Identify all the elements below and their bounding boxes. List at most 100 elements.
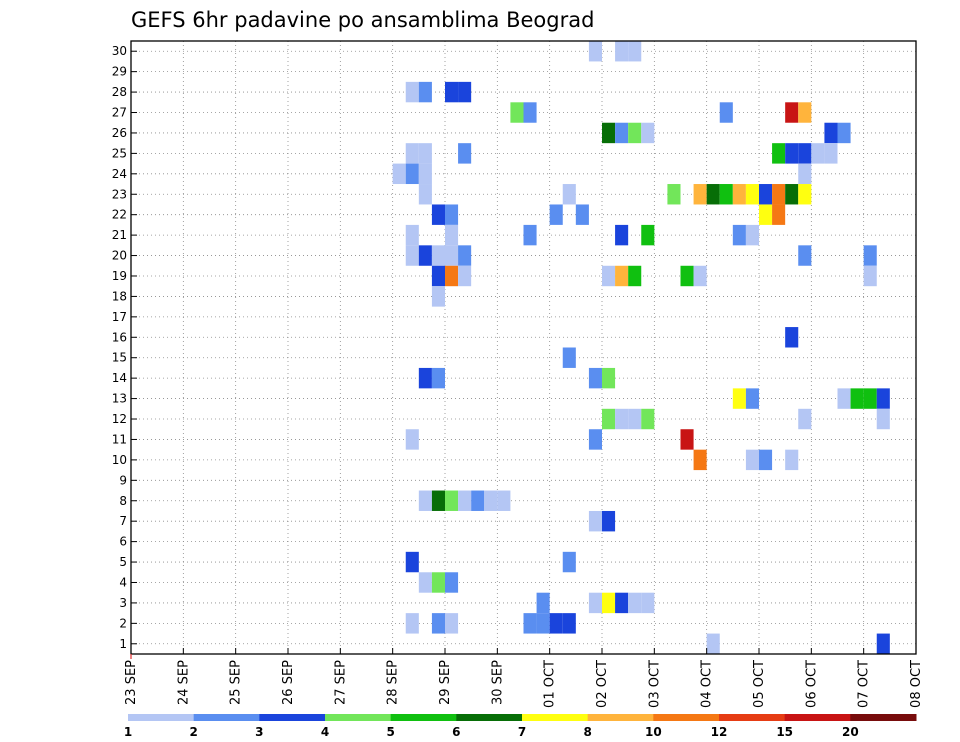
y-tick-label: 27 — [112, 106, 127, 120]
data-cell — [588, 592, 602, 614]
y-tick-label: 13 — [112, 392, 127, 406]
x-tick-label: 29 SEP — [438, 660, 453, 705]
y-tick-label: 1 — [119, 637, 127, 651]
x-tick-label: 03 OCT — [647, 660, 662, 708]
colorbar-label: 5 — [386, 725, 394, 739]
data-cell — [471, 490, 485, 511]
data-cell — [431, 265, 445, 287]
data-cell — [445, 204, 459, 225]
data-cell — [445, 572, 459, 593]
data-cell — [418, 245, 432, 266]
y-tick-label: 9 — [119, 473, 127, 487]
data-cell — [523, 102, 537, 123]
data-cell — [523, 613, 537, 634]
data-cell — [497, 490, 511, 511]
data-cell — [562, 613, 576, 634]
data-cell — [431, 204, 445, 225]
data-cell — [458, 81, 472, 103]
data-cell — [785, 327, 799, 348]
y-tick-label: 12 — [112, 412, 127, 426]
data-cell — [418, 572, 432, 593]
data-cell — [615, 265, 629, 287]
y-tick-label: 11 — [112, 432, 127, 446]
data-cell — [562, 184, 576, 205]
data-cell — [641, 592, 655, 614]
data-cell — [850, 388, 864, 409]
y-tick-label: 16 — [112, 330, 127, 344]
colorbar-label: 2 — [189, 725, 197, 739]
colorbar-swatch — [456, 714, 523, 721]
y-tick-label: 26 — [112, 126, 127, 140]
data-cell — [837, 122, 851, 144]
data-cell — [628, 265, 642, 287]
data-cell — [811, 143, 825, 164]
data-cell — [405, 163, 419, 185]
data-cell — [431, 286, 445, 307]
y-tick-label: 10 — [112, 453, 127, 467]
colorbar-label: 12 — [711, 725, 728, 739]
data-cell — [615, 224, 629, 246]
colorbar-label: 10 — [645, 725, 662, 739]
colorbar-label: 15 — [776, 725, 793, 739]
data-cell — [445, 224, 459, 246]
data-cell — [418, 184, 432, 205]
data-cell — [824, 143, 838, 164]
data-cell — [615, 41, 629, 62]
data-cell — [785, 184, 799, 205]
data-cell — [445, 490, 459, 511]
data-cell — [458, 143, 472, 164]
colorbar-swatch — [522, 714, 589, 721]
data-cell — [602, 122, 616, 144]
data-cell — [431, 490, 445, 511]
data-cell — [759, 449, 773, 471]
data-cell — [785, 143, 799, 164]
y-tick-label: 18 — [112, 289, 127, 303]
data-cell — [575, 204, 589, 225]
data-cell — [706, 184, 720, 205]
data-cell — [431, 613, 445, 634]
x-tick-label: 08 OCT — [909, 660, 924, 708]
y-tick-label: 6 — [119, 535, 127, 549]
data-cell — [732, 224, 746, 246]
data-cells — [392, 41, 890, 654]
data-cell — [693, 184, 707, 205]
data-cell — [759, 184, 773, 205]
colorbar-label: 6 — [452, 725, 460, 739]
y-tick-label: 29 — [112, 65, 127, 79]
data-cell — [445, 81, 459, 103]
data-cell — [693, 449, 707, 471]
data-cell — [628, 408, 642, 430]
x-tick-label: 05 OCT — [752, 660, 767, 708]
data-cell — [876, 408, 890, 430]
data-cell — [719, 102, 733, 123]
x-tick-label: 30 SEP — [490, 660, 505, 705]
x-tick-label: 26 SEP — [281, 660, 296, 705]
colorbar-label: 4 — [321, 725, 329, 739]
data-cell — [798, 143, 812, 164]
data-cell — [745, 449, 759, 471]
colorbar-swatch — [850, 714, 917, 721]
colorbar-swatch — [784, 714, 851, 721]
data-cell — [405, 81, 419, 103]
data-cell — [602, 510, 616, 532]
y-tick-label: 14 — [112, 371, 127, 385]
colorbar-swatch — [390, 714, 457, 721]
colorbar-swatch — [325, 714, 392, 721]
x-tick-label: 27 SEP — [333, 660, 348, 705]
data-cell — [405, 429, 419, 450]
data-cell — [798, 184, 812, 205]
data-cell — [588, 41, 602, 62]
data-cell — [510, 102, 524, 123]
grid-lines — [131, 41, 916, 654]
y-tick-label: 8 — [119, 494, 127, 508]
data-cell — [588, 510, 602, 532]
data-cell — [405, 224, 419, 246]
data-cell — [523, 224, 537, 246]
y-tick-labels: 1234567891011121314151617181920212223242… — [112, 44, 137, 651]
data-cell — [602, 367, 616, 389]
data-cell — [732, 184, 746, 205]
data-cell — [445, 265, 459, 287]
colorbar-swatch — [653, 714, 720, 721]
colorbar-label: 3 — [255, 725, 263, 739]
